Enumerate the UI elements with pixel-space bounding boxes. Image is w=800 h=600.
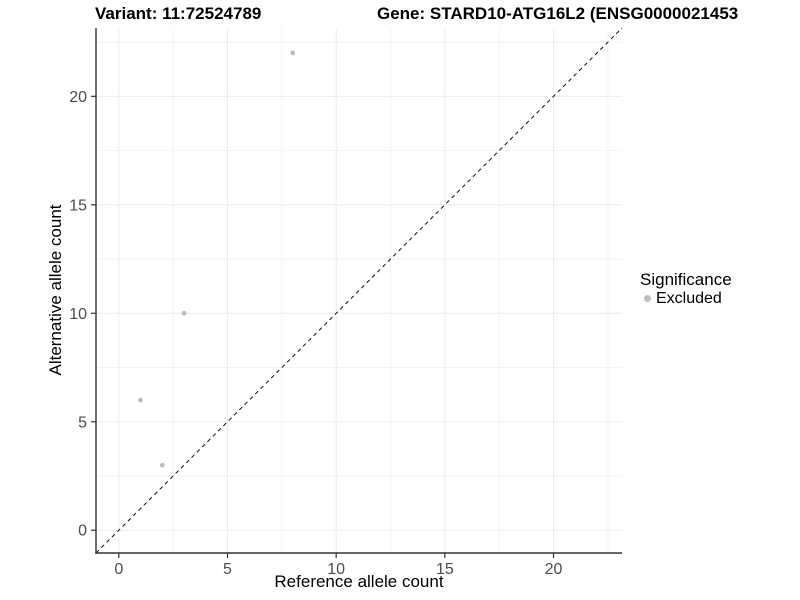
x-tick-label: 0 xyxy=(114,561,123,578)
y-tick-label: 0 xyxy=(78,523,87,540)
legend: Significance Excluded xyxy=(640,270,732,308)
data-point xyxy=(138,397,143,403)
x-tick-label: 15 xyxy=(436,561,454,578)
legend-title: Significance xyxy=(640,270,732,289)
legend-key xyxy=(640,295,654,302)
data-point xyxy=(290,50,296,56)
y-axis-title: Alternative allele count xyxy=(46,204,65,376)
excluded-point-icon xyxy=(643,295,651,302)
x-tick-label: 20 xyxy=(545,561,563,578)
x-tick-label: 5 xyxy=(223,561,232,578)
y-tick-label: 20 xyxy=(69,89,87,106)
x-axis-title: Reference allele count xyxy=(274,572,444,591)
data-point xyxy=(181,310,187,316)
y-tick-label: 10 xyxy=(69,306,87,323)
variant-title: Variant: 11:72524789 xyxy=(95,4,262,23)
legend-item-label: Excluded xyxy=(656,290,722,307)
x-tick-label: 10 xyxy=(327,561,345,578)
legend-item-excluded: Excluded xyxy=(640,289,732,308)
y-tick-label: 5 xyxy=(78,414,87,431)
gene-title: Gene: STARD10-ATG16L2 (ENSG0000021453 xyxy=(377,4,739,23)
data-point xyxy=(159,462,165,468)
y-tick-label: 15 xyxy=(69,197,87,214)
identity-dashed-line xyxy=(95,27,623,554)
